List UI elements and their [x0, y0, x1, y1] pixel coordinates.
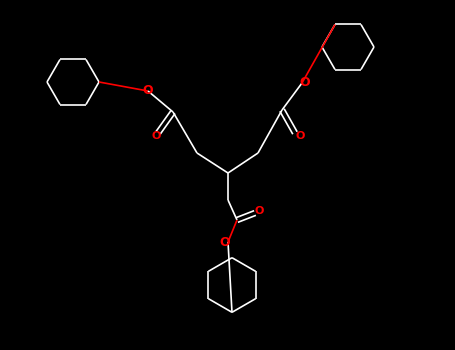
Text: O: O	[152, 131, 161, 141]
Text: O: O	[300, 77, 310, 90]
Text: O: O	[295, 131, 305, 141]
Text: O: O	[254, 206, 264, 216]
Text: O: O	[220, 236, 230, 248]
Text: O: O	[143, 84, 153, 98]
